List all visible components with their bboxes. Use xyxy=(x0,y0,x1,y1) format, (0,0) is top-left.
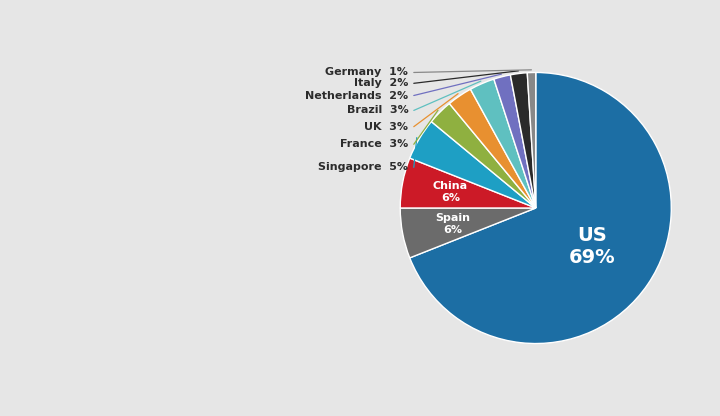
Text: France  3%: France 3% xyxy=(340,139,408,149)
Wedge shape xyxy=(400,208,536,258)
Wedge shape xyxy=(494,75,536,208)
Text: Brazil  3%: Brazil 3% xyxy=(346,105,408,115)
Text: Italy  2%: Italy 2% xyxy=(354,78,408,88)
Text: Singapore  5%: Singapore 5% xyxy=(318,162,408,172)
Text: Netherlands  2%: Netherlands 2% xyxy=(305,91,408,101)
Text: Germany  1%: Germany 1% xyxy=(325,67,408,77)
Wedge shape xyxy=(410,72,671,344)
Text: US
69%: US 69% xyxy=(569,225,615,267)
Wedge shape xyxy=(400,158,536,208)
Wedge shape xyxy=(510,73,536,208)
Text: Spain
6%: Spain 6% xyxy=(436,213,471,235)
Wedge shape xyxy=(410,121,536,208)
Wedge shape xyxy=(431,104,536,208)
Text: UK  3%: UK 3% xyxy=(364,122,408,132)
Wedge shape xyxy=(470,79,536,208)
Wedge shape xyxy=(449,89,536,208)
Wedge shape xyxy=(527,72,536,208)
Text: China
6%: China 6% xyxy=(433,181,468,203)
